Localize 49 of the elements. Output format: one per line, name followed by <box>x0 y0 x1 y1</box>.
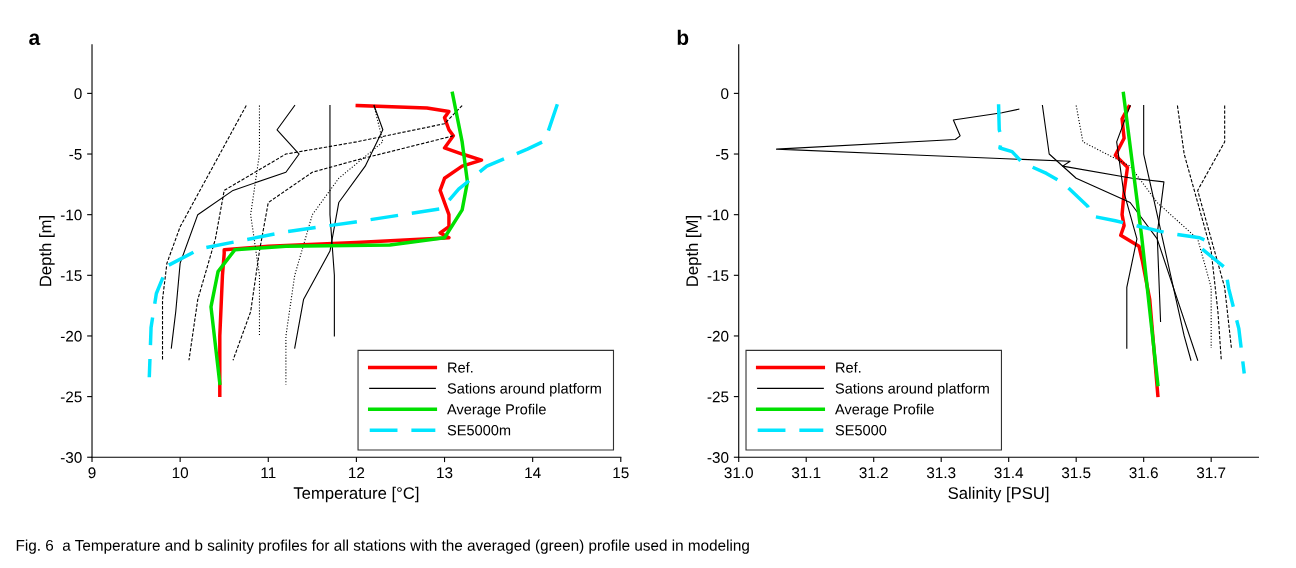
y-tick-label: -10 <box>707 209 729 221</box>
y-tick-label: -20 <box>707 330 729 342</box>
legend-label: Ref. <box>836 362 861 373</box>
x-tick-label: 13 <box>437 467 453 479</box>
line-series <box>996 102 1246 376</box>
line-series <box>1176 104 1222 361</box>
x-tick-label: 9 <box>88 467 96 479</box>
x-tick-label: 31.0 <box>724 467 753 479</box>
x-tick-label: 12 <box>349 467 365 479</box>
legend-label: Sations around platform <box>835 382 989 397</box>
legend-label: Sations around platform <box>447 382 601 397</box>
x-tick-label: 31.4 <box>994 467 1024 479</box>
y-axis-title: Depth [M] <box>685 216 702 286</box>
y-tick-label: 0 <box>74 88 82 100</box>
chart-title: a <box>29 33 41 45</box>
y-tick-label: -5 <box>69 149 82 160</box>
y-tick-label: -25 <box>60 391 82 403</box>
legend-label: Ref. <box>448 362 473 373</box>
x-tick-label: 14 <box>525 467 541 479</box>
x-tick-label: 31.3 <box>926 467 956 479</box>
y-tick-label: -15 <box>707 270 729 281</box>
x-axis-title: Temperature [°C] <box>293 486 419 503</box>
line-series <box>147 102 560 379</box>
line-series <box>161 104 247 361</box>
x-tick-label: 11 <box>261 467 276 479</box>
x-axis-title: Salinity [PSU] <box>948 486 1049 503</box>
y-tick-label: -30 <box>60 452 82 463</box>
x-tick-label: 31.1 <box>791 467 821 479</box>
x-tick-label: 31.7 <box>1196 467 1226 479</box>
x-tick-label: 15 <box>613 467 629 479</box>
y-tick-label: -10 <box>60 209 82 221</box>
line-series <box>1197 104 1232 349</box>
chart-title: b <box>677 29 689 45</box>
y-tick-label: 0 <box>721 88 729 100</box>
y-tick-label: -5 <box>716 149 729 160</box>
caption: Fig. 6 a Temperature and b salinity profiles for all stations with the averaged (green) profile used in modeling <box>16 539 749 554</box>
x-tick-label: 31.6 <box>1129 467 1158 479</box>
y-tick-label: -30 <box>707 452 729 463</box>
y-tick-label: -15 <box>60 270 82 281</box>
x-tick-label: 10 <box>172 467 189 479</box>
legend-label: Average Profile <box>835 403 934 418</box>
y-axis-title: Depth [m] <box>39 216 55 286</box>
x-tick-label: 31.2 <box>859 467 888 479</box>
x-tick-label: 31.5 <box>1061 467 1091 479</box>
legend-label: Average Profile <box>447 403 546 418</box>
y-tick-label: -20 <box>60 330 82 342</box>
y-tick-label: -25 <box>707 391 729 403</box>
legend-label: SE5000m <box>447 425 511 436</box>
legend-label: SE5000 <box>835 425 887 436</box>
